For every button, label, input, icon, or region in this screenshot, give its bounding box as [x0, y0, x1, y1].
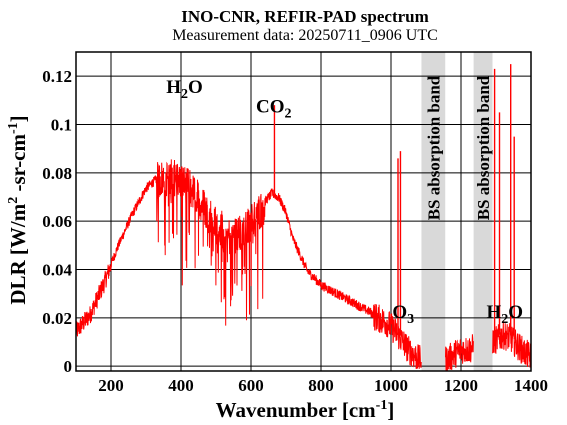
y-axis-title-main: DLR [W/m [6, 203, 30, 304]
chart-subtitle: Measurement data: 20250711_0906 UTC [172, 27, 438, 44]
y-axis-title-sup2: -1 [6, 122, 21, 134]
annotation-3: O3 [392, 302, 414, 327]
y-axis-title-sup1: 2 [6, 197, 21, 204]
x-tick-label-0: 200 [98, 376, 124, 395]
y-tick-label-5: 0.1 [51, 116, 72, 135]
x-tick-label-5: 1200 [444, 376, 478, 395]
plot-area: 200 400 600 800 1000 1200 1400 0 0.02 0.04 0.06 0.0… [42, 51, 548, 395]
y-tick-label-0: 0 [64, 357, 73, 376]
band-label-1: BS absorption band [424, 75, 443, 220]
plot-frame [75, 51, 532, 372]
annotation-1: H2O [166, 77, 203, 102]
x-tick-label-6: 1400 [514, 376, 548, 395]
x-axis-title: Wavenumber [cm-1] [216, 398, 395, 422]
y-tick-label-3: 0.06 [42, 212, 72, 231]
x-tick-label-4: 1000 [374, 376, 408, 395]
y-tick-label-1: 0.02 [42, 309, 72, 328]
chart-title: INO-CNR, REFIR-PAD spectrum [181, 7, 429, 26]
annotation-4: H2O [486, 302, 523, 327]
spectrum-line [75, 159, 532, 372]
y-tick-label-2: 0.04 [42, 261, 72, 280]
x-tick-label-3: 800 [308, 376, 334, 395]
annotation-2: CO2 [256, 96, 292, 121]
absorption-band-1 [421, 52, 446, 371]
y-tick-label-6: 0.12 [42, 67, 72, 86]
y-tick-label-4: 0.08 [42, 164, 72, 183]
band-label-2: BS absorption band [474, 75, 493, 220]
y-axis-title: DLR [W/m2 -sr-cm-1] [6, 115, 30, 304]
x-tick-label-1: 400 [168, 376, 194, 395]
absorption-band-2 [473, 52, 493, 371]
x-axis-title-sup: -1 [376, 398, 388, 413]
x-axis-title-main: Wavenumber [cm [216, 398, 377, 422]
y-axis-title-tail: ] [6, 115, 30, 122]
x-axis-title-tail: ] [387, 398, 394, 422]
x-tick-label-2: 600 [238, 376, 264, 395]
y-axis-title-mid: -sr-cm [6, 133, 30, 196]
